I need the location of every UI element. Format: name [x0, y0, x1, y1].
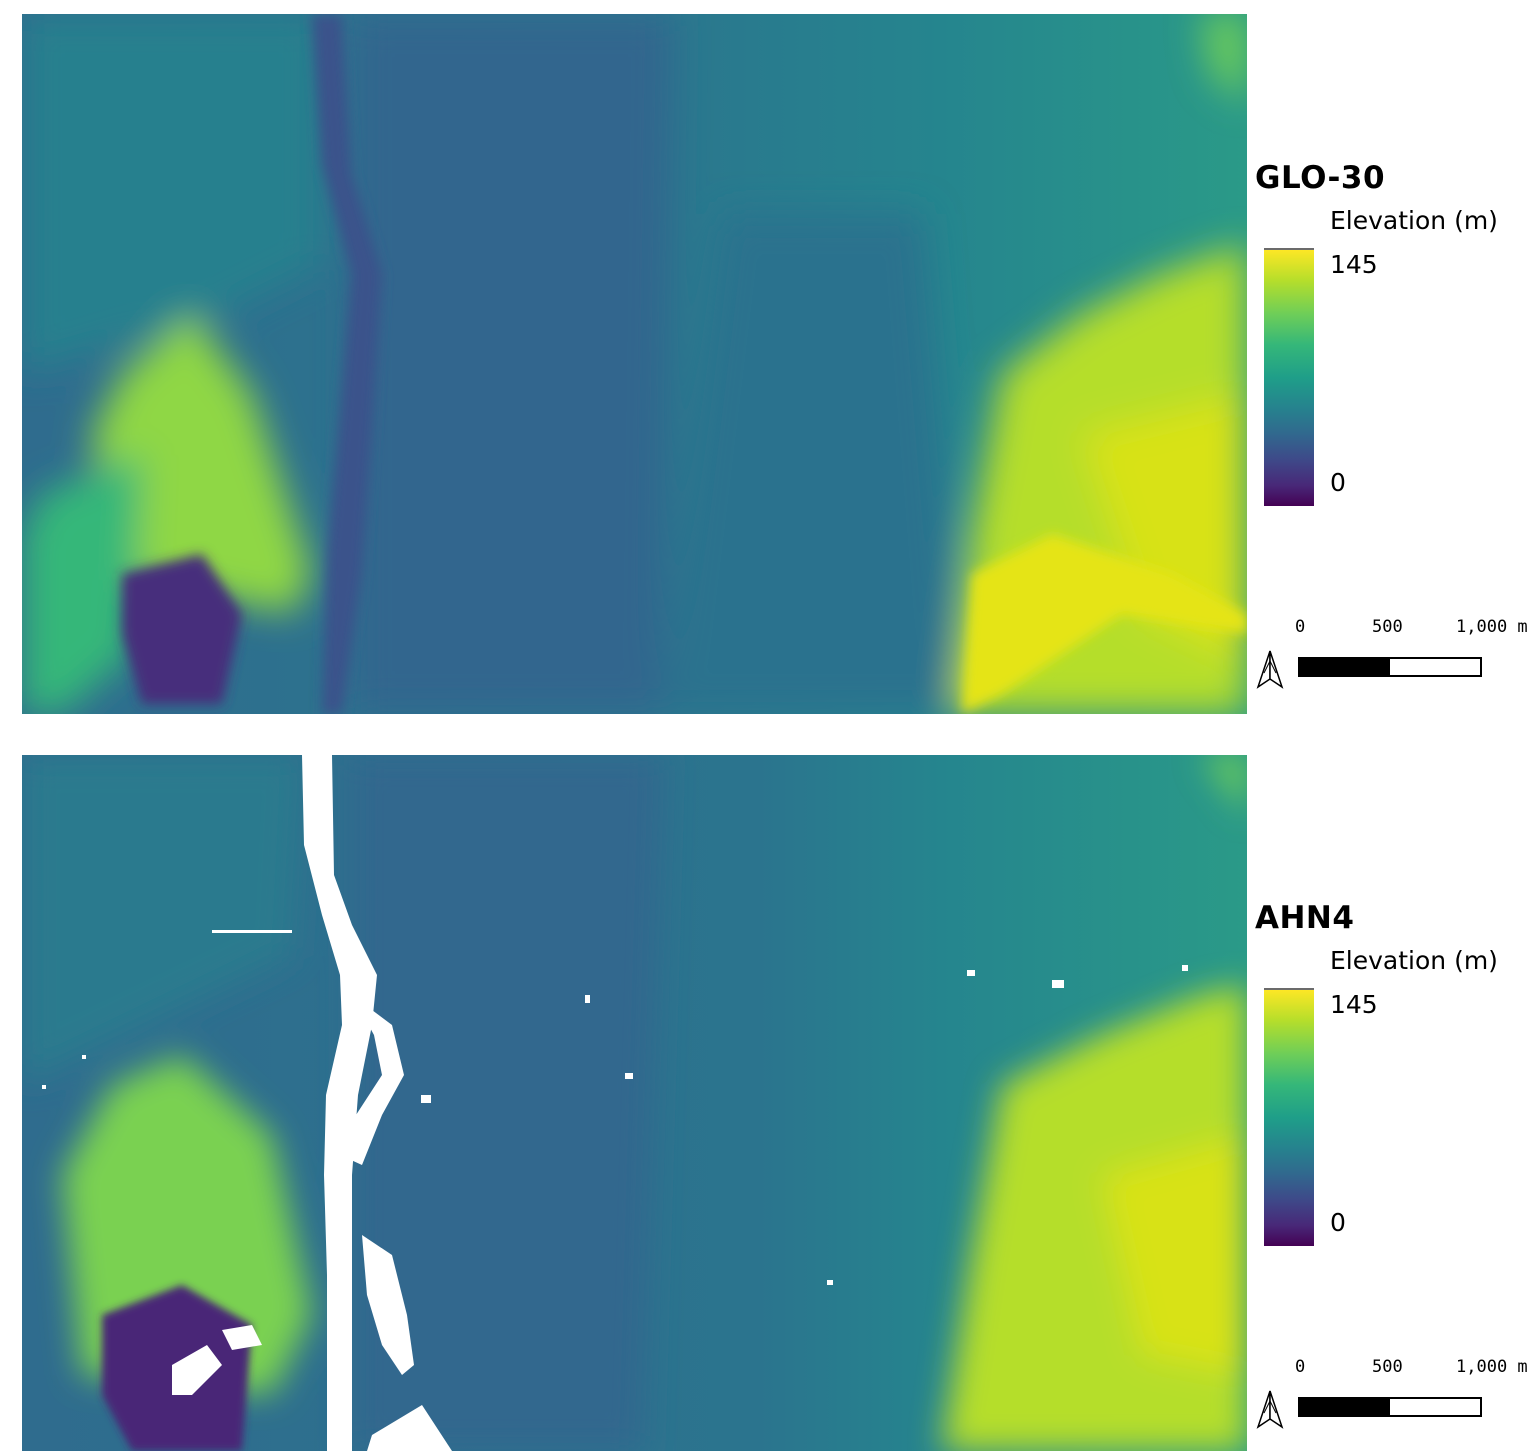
elevation-colorbar: [1264, 248, 1314, 506]
southern-nodata: [367, 1405, 452, 1451]
river-nodata: [302, 755, 377, 1451]
central-basin: [662, 214, 962, 714]
southwest-slope: [22, 454, 142, 714]
northwest-terrain: [22, 14, 322, 374]
glo30-legend: GLO-30 Elevation (m) 145 0: [1255, 158, 1533, 506]
elevation-colorbar: [1264, 988, 1314, 1246]
glo30-scalebar: 0 500 1,000 m: [1255, 615, 1533, 705]
central-lowland: [352, 755, 662, 1451]
southwest-ridge: [92, 314, 312, 614]
scale-label-0: 0: [1295, 1357, 1306, 1377]
north-arrow-icon: [1256, 650, 1284, 689]
eastern-ridge-line: [962, 534, 1247, 714]
legend-unit-label: Elevation (m): [1330, 946, 1498, 975]
scale-label-500: 500: [1372, 1357, 1403, 1377]
north-arrow-icon: [1256, 1390, 1284, 1429]
northeast-hill: [1202, 755, 1247, 815]
eastern-peak: [1102, 1135, 1247, 1375]
legend-title: GLO-30: [1255, 160, 1386, 196]
southwest-depression: [122, 554, 242, 704]
scattered-nodata-pixels: [42, 930, 1188, 1285]
central-lowland: [352, 14, 672, 714]
northeast-hill: [1202, 14, 1247, 104]
colorbar-max-label: 145: [1330, 990, 1378, 1019]
pond-nodata: [222, 1325, 262, 1350]
ahn4-legend: AHN4 Elevation (m) 145 0: [1255, 898, 1533, 1246]
colorbar-min-label: 0: [1330, 1208, 1346, 1237]
ahn4-raster: [22, 755, 1247, 1451]
colorbar-max-label: 145: [1330, 250, 1378, 279]
scale-label-1000: 1,000 m: [1456, 1357, 1528, 1377]
scale-bar-graphic: [1298, 1397, 1482, 1417]
harbour-nodata: [362, 1235, 414, 1375]
ahn4-scalebar: 0 500 1,000 m: [1255, 1355, 1533, 1445]
ahn4-elevation-map: [22, 755, 1247, 1451]
legend-title: AHN4: [1255, 900, 1355, 936]
glo30-raster: [22, 14, 1247, 714]
river-branch-nodata: [340, 995, 404, 1165]
scale-label-0: 0: [1295, 617, 1306, 637]
scale-label-1000: 1,000 m: [1456, 617, 1528, 637]
scale-label-500: 500: [1372, 617, 1403, 637]
legend-unit-label: Elevation (m): [1330, 206, 1498, 235]
scale-bar-graphic: [1298, 657, 1482, 677]
river-channel: [312, 14, 382, 714]
colorbar-min-label: 0: [1330, 468, 1346, 497]
glo30-elevation-map: [22, 14, 1247, 714]
lake-nodata: [172, 1345, 222, 1395]
northwest-terrain: [22, 755, 302, 1085]
